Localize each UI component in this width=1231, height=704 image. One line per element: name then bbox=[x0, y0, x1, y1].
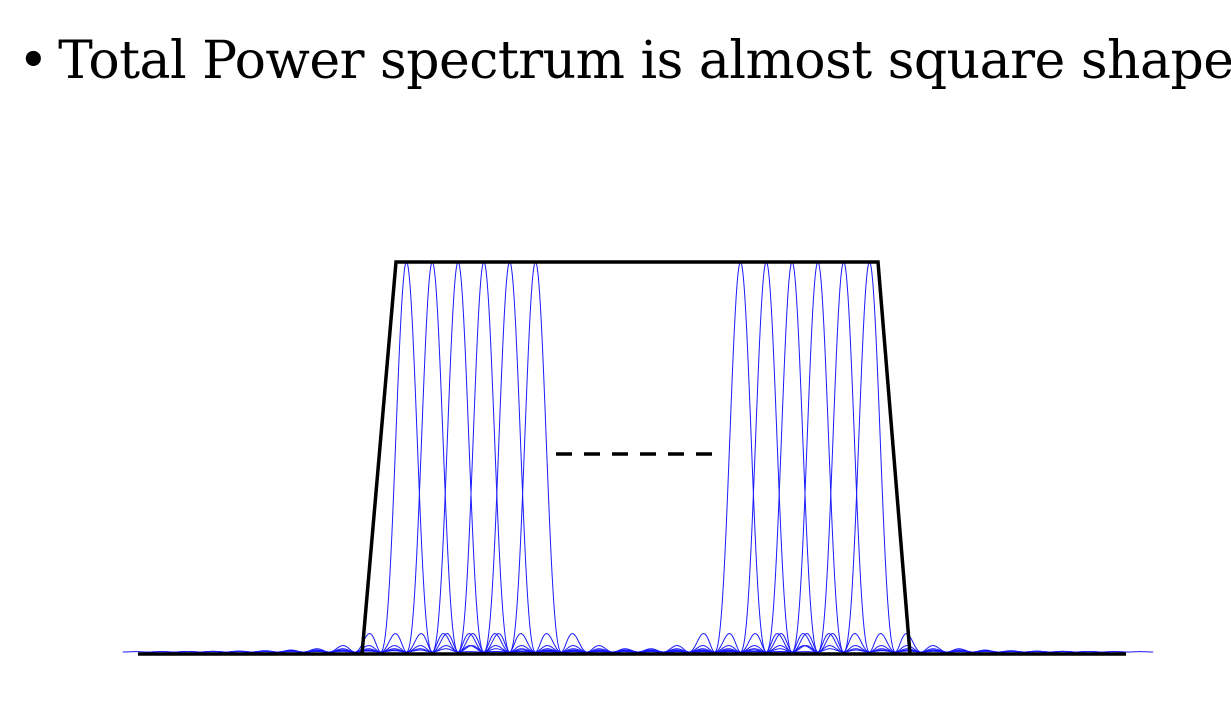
subcarrier-spectrum-4 bbox=[200, 261, 768, 653]
subcarrier-spectrum-11 bbox=[559, 261, 1128, 653]
slide-title: • Total Power spectrum is almost square s… bbox=[18, 30, 1231, 92]
subcarrier-spectrum-8 bbox=[482, 261, 1050, 653]
subcarrier-spectrum-5 bbox=[225, 261, 794, 653]
bullet-marker: • bbox=[18, 31, 49, 91]
subcarrier-spectrum-10 bbox=[534, 261, 1102, 653]
subcarrier-spectrum-2 bbox=[148, 261, 716, 653]
subcarrier-group bbox=[122, 261, 1154, 653]
subcarrier-spectrum-7 bbox=[456, 261, 1025, 653]
subcarrier-spectrum-12 bbox=[585, 261, 1154, 653]
subcarrier-spectrum-9 bbox=[508, 261, 1076, 653]
subcarrier-spectrum-6 bbox=[251, 261, 820, 653]
subcarrier-spectrum-1 bbox=[122, 261, 691, 653]
subcarrier-spectrum-3 bbox=[174, 261, 742, 653]
total-power-envelope bbox=[360, 260, 912, 655]
slide-title-text: Total Power spectrum is almost square sh… bbox=[58, 31, 1231, 91]
